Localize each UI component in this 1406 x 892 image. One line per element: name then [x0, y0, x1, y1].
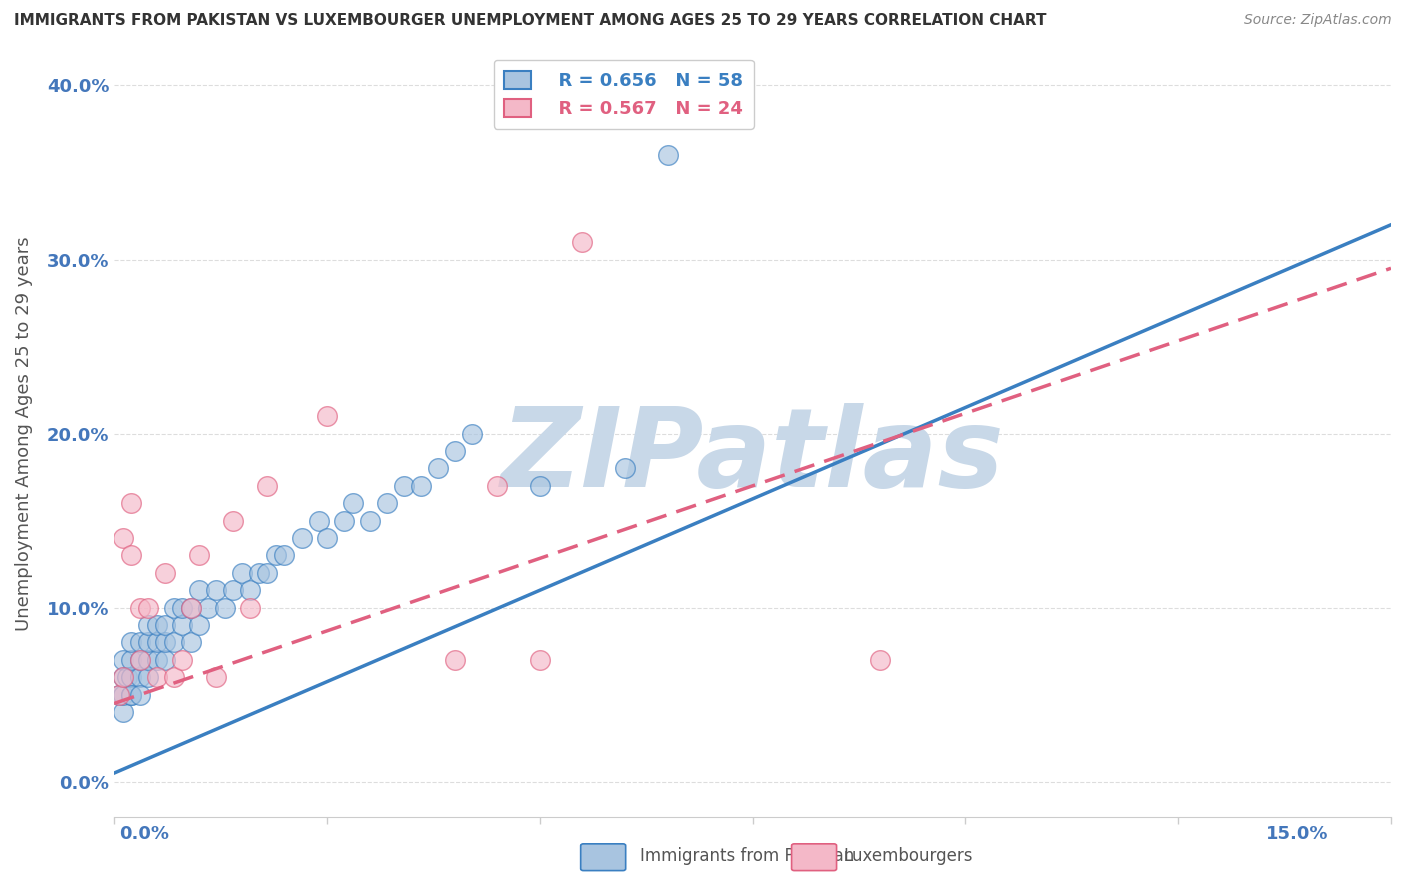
Point	[375, 496, 398, 510]
Point	[256, 479, 278, 493]
Point	[111, 688, 134, 702]
Point	[120, 688, 142, 702]
Point	[111, 653, 134, 667]
Text: Luxembourgers: Luxembourgers	[844, 847, 973, 865]
Point	[146, 635, 169, 649]
Point	[146, 670, 169, 684]
Point	[155, 618, 177, 632]
Point	[359, 514, 381, 528]
Point	[128, 653, 150, 667]
Point	[214, 600, 236, 615]
Point	[128, 600, 150, 615]
Text: Source: ZipAtlas.com: Source: ZipAtlas.com	[1244, 13, 1392, 28]
Point	[188, 618, 211, 632]
Point	[172, 600, 194, 615]
Text: IMMIGRANTS FROM PAKISTAN VS LUXEMBOURGER UNEMPLOYMENT AMONG AGES 25 TO 29 YEARS : IMMIGRANTS FROM PAKISTAN VS LUXEMBOURGER…	[14, 13, 1046, 29]
Point	[188, 549, 211, 563]
Point	[308, 514, 330, 528]
Point	[443, 444, 465, 458]
Point	[222, 583, 245, 598]
Point	[256, 566, 278, 580]
Point	[115, 670, 138, 684]
Point	[239, 583, 262, 598]
Legend:   R = 0.656   N = 58,   R = 0.567   N = 24: R = 0.656 N = 58, R = 0.567 N = 24	[494, 60, 754, 129]
Point	[172, 653, 194, 667]
Point	[120, 635, 142, 649]
Point	[342, 496, 364, 510]
Point	[163, 670, 186, 684]
Point	[333, 514, 356, 528]
Point	[231, 566, 253, 580]
Point	[111, 531, 134, 545]
Point	[136, 635, 159, 649]
Point	[657, 148, 679, 162]
Text: 15.0%: 15.0%	[1267, 825, 1329, 843]
Point	[273, 549, 295, 563]
Point	[120, 670, 142, 684]
Point	[120, 653, 142, 667]
Point	[180, 600, 202, 615]
Point	[172, 618, 194, 632]
Point	[529, 653, 551, 667]
Point	[205, 670, 228, 684]
Point	[869, 653, 891, 667]
Point	[180, 635, 202, 649]
Point	[120, 549, 142, 563]
Point	[128, 635, 150, 649]
Point	[107, 688, 129, 702]
Point	[613, 461, 636, 475]
Text: 0.0%: 0.0%	[120, 825, 170, 843]
Text: Immigrants from Pakistan: Immigrants from Pakistan	[640, 847, 853, 865]
Point	[264, 549, 287, 563]
Point	[290, 531, 312, 545]
Text: ZIPatlas: ZIPatlas	[501, 403, 1004, 510]
Point	[163, 635, 186, 649]
Point	[111, 670, 134, 684]
Point	[197, 600, 219, 615]
Point	[205, 583, 228, 598]
Point	[239, 600, 262, 615]
Point	[136, 653, 159, 667]
Point	[529, 479, 551, 493]
Point	[146, 618, 169, 632]
Point	[443, 653, 465, 667]
Point	[316, 409, 339, 424]
Point	[155, 635, 177, 649]
Point	[136, 618, 159, 632]
Point	[155, 653, 177, 667]
Point	[128, 688, 150, 702]
Point	[486, 479, 509, 493]
Point	[155, 566, 177, 580]
Point	[111, 705, 134, 719]
Point	[222, 514, 245, 528]
Y-axis label: Unemployment Among Ages 25 to 29 years: Unemployment Among Ages 25 to 29 years	[15, 236, 32, 631]
Point	[128, 670, 150, 684]
Point	[120, 688, 142, 702]
Point	[107, 688, 129, 702]
Point	[120, 496, 142, 510]
Point	[188, 583, 211, 598]
Point	[163, 600, 186, 615]
Point	[316, 531, 339, 545]
Point	[409, 479, 432, 493]
Point	[180, 600, 202, 615]
Point	[136, 670, 159, 684]
Point	[111, 670, 134, 684]
Point	[426, 461, 449, 475]
Point	[146, 653, 169, 667]
Point	[571, 235, 593, 249]
Point	[461, 426, 484, 441]
Point	[247, 566, 270, 580]
Point	[128, 653, 150, 667]
Point	[136, 600, 159, 615]
Point	[392, 479, 415, 493]
